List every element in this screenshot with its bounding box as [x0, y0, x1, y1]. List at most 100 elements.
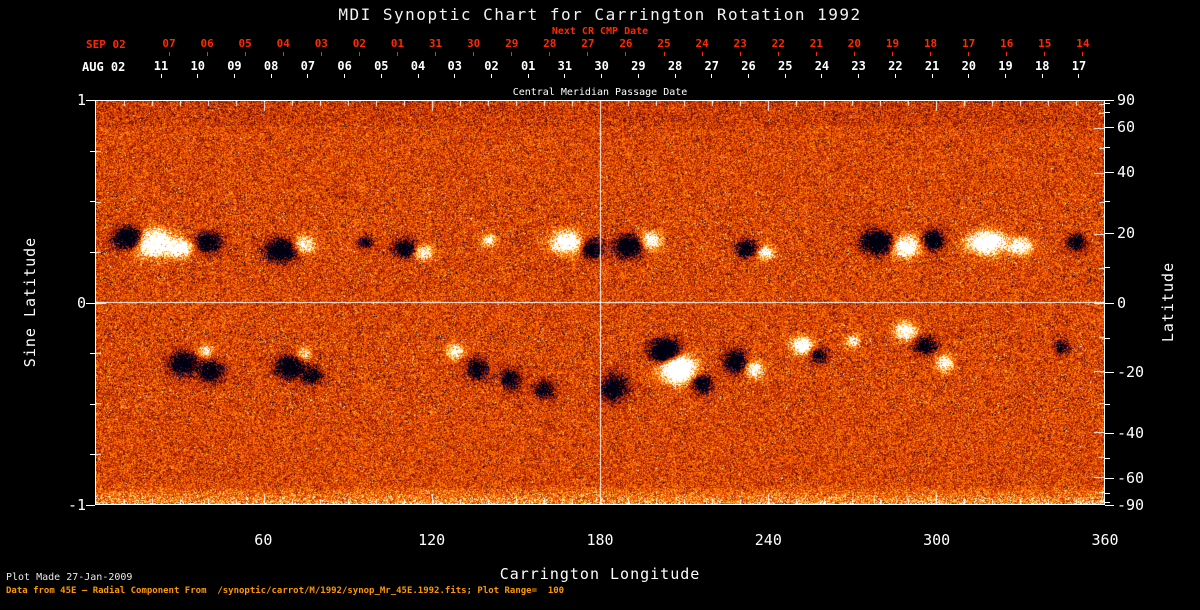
- cmp-date-tick-tickmark: [601, 74, 603, 78]
- right-axis-tickmark: [1105, 433, 1114, 434]
- next-cr-date-tick-tickmark: [853, 52, 855, 56]
- next-cr-date-tick-tickmark: [815, 52, 817, 56]
- next-cr-date-tick-label: 19: [885, 37, 900, 50]
- left-axis-tickmark: [90, 353, 95, 354]
- next-cr-date-tick: 20: [843, 38, 865, 56]
- right-axis-tickmark: [1105, 201, 1110, 202]
- cmp-date-tick-label: 08: [263, 59, 279, 73]
- next-cr-date-tick-label: 20: [847, 37, 862, 50]
- cmp-date-tick: 05: [370, 60, 392, 78]
- next-cr-date-tick: 19: [881, 38, 903, 56]
- x-axis-title: Carrington Longitude: [499, 565, 701, 583]
- next-cr-date-tick-label: 22: [771, 37, 785, 50]
- next-cr-date-tick-tickmark: [1044, 52, 1046, 56]
- cmp-date-tick-label: 19: [998, 59, 1013, 73]
- cmp-date-tick-label: 21: [924, 59, 940, 73]
- right-axis-tickmark: [1105, 505, 1114, 506]
- cmp-date-tick-tickmark: [344, 74, 346, 78]
- next-cr-date-tick: 28: [539, 38, 561, 56]
- cmp-date-tick: 17: [1068, 60, 1090, 78]
- next-cr-date-tick-label: 23: [733, 37, 747, 50]
- next-cr-date-tick-tickmark: [1082, 52, 1084, 56]
- left-axis-title: Sine Latitude: [21, 236, 39, 368]
- cmp-date-tick-label: 27: [704, 59, 719, 73]
- right-axis-tickmark: [1105, 233, 1114, 234]
- next-cr-date-tick-label: 26: [619, 37, 633, 50]
- next-cr-date-tick-tickmark: [473, 52, 475, 56]
- right-axis-tick-label: 60: [1117, 118, 1136, 137]
- cmp-date-tick-tickmark: [821, 74, 823, 78]
- cmp-date-tick-tickmark: [160, 74, 162, 78]
- next-cr-date-tick-label: 01: [390, 37, 405, 50]
- next-cr-date-tick: 06: [196, 38, 218, 56]
- next-cr-date-tick-tickmark: [282, 52, 284, 56]
- left-axis-tickmark: [86, 303, 95, 304]
- right-axis-title: Latitude: [1159, 261, 1177, 343]
- next-cr-date-tick: 02: [348, 38, 370, 56]
- plot-area: [95, 100, 1105, 505]
- right-axis-tickmark: [1105, 127, 1114, 128]
- next-cr-date-tick-label: 04: [276, 37, 290, 50]
- cmp-date-tick-tickmark: [417, 74, 419, 78]
- right-axis-tickmark: [1105, 112, 1110, 113]
- right-axis-tickmark: [1105, 478, 1114, 479]
- next-cr-date-tick-label: 03: [314, 37, 328, 50]
- cmp-date-axis-title: Central Meridian Passage Date: [512, 87, 688, 98]
- cmp-date-tick: 10: [187, 60, 209, 78]
- cmp-date-tick: 31: [554, 60, 576, 78]
- next-cr-date-tick-label: 07: [162, 37, 176, 50]
- next-cr-date-tick: 14: [1072, 38, 1094, 56]
- next-cr-date-tick-tickmark: [358, 52, 360, 56]
- data-source-note: Data from 45E — Radial Component From /s…: [6, 586, 565, 596]
- next-cr-date-tick-tickmark: [320, 52, 322, 56]
- next-cr-date-tick: 05: [234, 38, 256, 56]
- next-cr-date-tick-tickmark: [625, 52, 627, 56]
- next-cr-date-tick-label: 24: [695, 37, 709, 50]
- left-axis-tickmark: [90, 201, 95, 202]
- cmp-date-tick-tickmark: [197, 74, 199, 78]
- next-cr-date-tick-label: 31: [428, 37, 443, 50]
- right-axis-tickmark: [1105, 404, 1110, 405]
- right-axis-tickmark: [1105, 372, 1114, 373]
- next-cr-date-tick-tickmark: [968, 52, 970, 56]
- cmp-date-tick: 07: [297, 60, 319, 78]
- cmp-date-tick-tickmark: [380, 74, 382, 78]
- right-axis-tickmark: [1105, 147, 1110, 148]
- cmp-date-tick-label: 24: [814, 59, 830, 73]
- next-cr-date-tick: 03: [310, 38, 332, 56]
- next-cr-date-tick-label: 16: [1000, 37, 1014, 50]
- cmp-date-tick: 06: [334, 60, 356, 78]
- cmp-date-tick: 24: [811, 60, 833, 78]
- cmp-date-tick-tickmark: [858, 74, 860, 78]
- cmp-date-tick-label: 23: [851, 59, 866, 73]
- next-cr-date-tick: 29: [501, 38, 523, 56]
- next-cr-date-tick-label: 18: [923, 37, 938, 50]
- x-axis-tick-label: 120: [418, 531, 446, 549]
- cmp-date-tick-tickmark: [711, 74, 713, 78]
- cmp-date-tick-label: 09: [227, 59, 242, 73]
- next-cr-date-tick-tickmark: [777, 52, 779, 56]
- cmp-date-tick: 22: [884, 60, 906, 78]
- next-cr-date-tick-tickmark: [891, 52, 893, 56]
- left-axis-tickmark: [90, 454, 95, 455]
- x-axis-tick-label: 300: [923, 531, 951, 549]
- cmp-date-tick-tickmark: [454, 74, 456, 78]
- right-axis-tickmark: [1105, 267, 1110, 268]
- cmp-date-tick-label: 06: [337, 59, 352, 73]
- next-cr-date-tick: 23: [729, 38, 751, 56]
- x-axis-tick-label: 360: [1091, 531, 1119, 549]
- cmp-date-tick-label: 04: [410, 59, 426, 73]
- next-cr-date-tick-label: 25: [657, 37, 671, 50]
- next-cr-date-tick: 31: [425, 38, 447, 56]
- x-axis-tick-label: 240: [754, 531, 782, 549]
- right-axis-tickmark: [1105, 103, 1110, 104]
- cmp-date-tick: 04: [407, 60, 429, 78]
- left-axis-tickmark: [90, 151, 95, 152]
- next-cr-date-tick: 25: [653, 38, 675, 56]
- right-axis-tick-label: -90: [1117, 496, 1145, 514]
- cmp-date-tick: 11: [150, 60, 172, 78]
- cmp-date-tick-tickmark: [748, 74, 749, 78]
- cmp-date-tick-label: 11: [153, 59, 169, 73]
- cmp-date-tick: 21: [921, 60, 943, 78]
